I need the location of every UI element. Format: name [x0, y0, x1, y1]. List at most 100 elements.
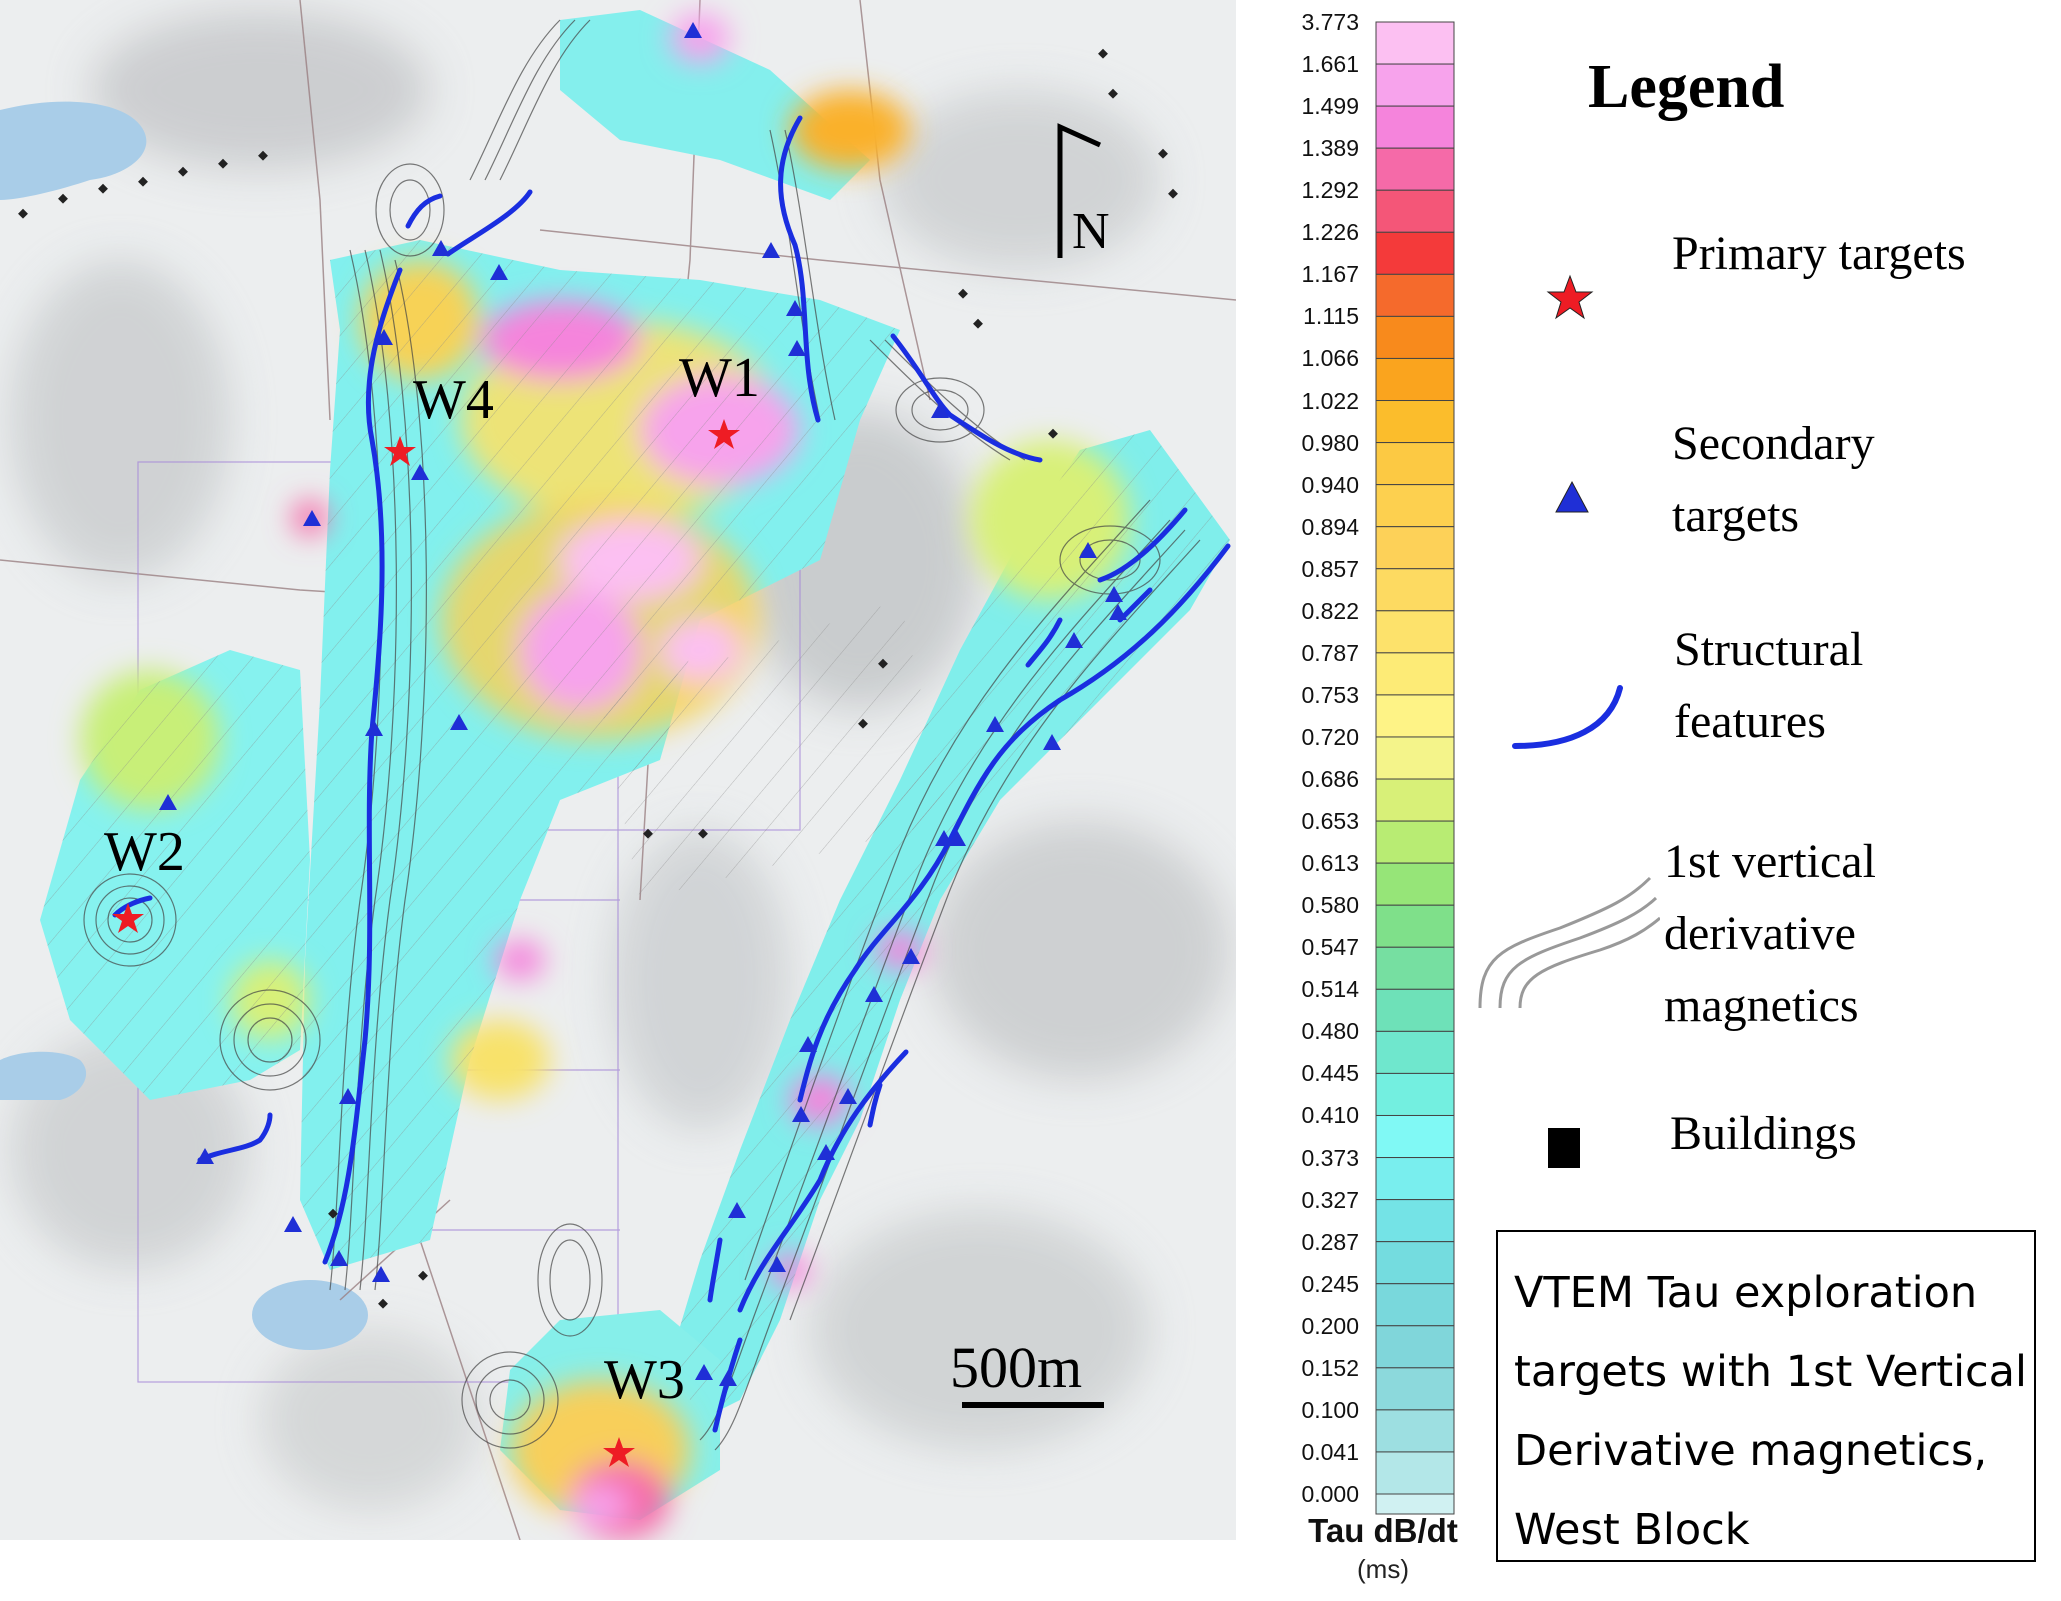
colorbar-tick-label: 0.613 — [1301, 850, 1359, 877]
colorbar-tick-label: 0.410 — [1301, 1102, 1359, 1129]
secondary-target[interactable] — [411, 464, 429, 480]
flight-lines — [670, 430, 1230, 1420]
secondary-target[interactable] — [948, 830, 966, 846]
secondary-target[interactable] — [490, 264, 508, 280]
tau-colorbar — [1234, 0, 1474, 1601]
scale-label: 500m — [950, 1335, 1082, 1400]
secondary-targets — [159, 22, 1127, 1386]
primary-targets — [112, 419, 740, 1467]
colorbar-tick-label: 0.720 — [1301, 723, 1359, 750]
secondary-target[interactable] — [1065, 632, 1083, 648]
lake — [0, 101, 147, 200]
structural-line — [197, 1112, 273, 1163]
secondary-target[interactable] — [450, 714, 468, 730]
secondary-target[interactable] — [1043, 734, 1061, 750]
colorbar-unit: (ms) — [1357, 1554, 1409, 1584]
secondary-target[interactable] — [375, 329, 393, 345]
colorbar-cell — [1375, 1241, 1455, 1285]
secondary-target[interactable] — [792, 1106, 810, 1122]
legend-building-icon — [1548, 1128, 1580, 1168]
lake — [0, 1051, 87, 1100]
map-canvas[interactable]: W4 W1 W2 W3 N 500m — [0, 0, 1236, 1540]
secondary-target[interactable] — [1109, 604, 1127, 620]
secondary-target[interactable] — [986, 716, 1004, 732]
secondary-target[interactable] — [432, 240, 450, 256]
legend-buildings-label: Buildings — [1670, 1107, 1857, 1160]
secondary-target[interactable] — [159, 794, 177, 810]
primary-target-w2[interactable] — [112, 903, 144, 933]
north-arrow: N — [1057, 123, 1110, 260]
structural-line — [405, 193, 443, 229]
colorbar-cell — [1375, 147, 1455, 191]
primary-target-w3[interactable] — [603, 1437, 635, 1467]
secondary-target[interactable] — [372, 1266, 390, 1282]
secondary-target[interactable] — [935, 830, 953, 846]
colorbar-tick-label: 0.041 — [1301, 1438, 1359, 1465]
secondary-target[interactable] — [839, 1088, 857, 1104]
secondary-target[interactable] — [365, 720, 383, 736]
colorbar-tick-label: 0.245 — [1301, 1270, 1359, 1297]
legend-structural-label: Structural features — [1674, 623, 1864, 748]
secondary-target[interactable] — [817, 1144, 835, 1160]
legend-title: Legend — [1588, 53, 1785, 121]
colorbar-cell — [1375, 904, 1455, 948]
colorbar-cell — [1375, 1451, 1455, 1495]
colorbar-tick-label: 1.167 — [1301, 261, 1359, 288]
colorbar-tick-label: 0.822 — [1301, 597, 1359, 624]
secondary-target[interactable] — [284, 1216, 302, 1232]
legend-primary-label: Primary targets — [1672, 227, 1966, 280]
colorbar-tick-label: 0.580 — [1301, 892, 1359, 919]
colorbar-tick-label: 0.980 — [1301, 429, 1359, 456]
colorbar-cell — [1375, 1114, 1455, 1159]
structural-line — [1025, 617, 1063, 668]
secondary-target[interactable] — [339, 1088, 357, 1104]
map-panel[interactable]: W4 W1 W2 W3 N 500m — [0, 0, 1236, 1540]
colorbar-cell — [1375, 189, 1455, 233]
colorbar-tick-label: 0.480 — [1301, 1018, 1359, 1045]
secondary-target[interactable] — [1105, 586, 1123, 602]
colorbar-tick-label: 0.653 — [1301, 808, 1359, 835]
colorbar-tick-label: 0.514 — [1301, 976, 1359, 1003]
secondary-target[interactable] — [330, 1250, 348, 1266]
legend-vd-label: 1st vertical derivative magnetics — [1664, 835, 1876, 1032]
colorbar-tick-label: 1.066 — [1301, 345, 1359, 372]
colorbar-cell — [1375, 1283, 1455, 1327]
colorbar-tick-label: 0.327 — [1301, 1186, 1359, 1213]
colorbar-tick-label: 0.000 — [1301, 1481, 1359, 1507]
colorbar-tick-label: 0.287 — [1301, 1228, 1359, 1255]
structural-line — [867, 1082, 883, 1128]
lake — [252, 1280, 368, 1350]
colorbar-cell — [1375, 1409, 1455, 1453]
secondary-target[interactable] — [762, 242, 780, 258]
colorbar-cell — [1375, 484, 1455, 528]
secondary-target[interactable] — [768, 1256, 786, 1272]
legend-secondary-label: Secondary targets — [1672, 417, 1875, 542]
secondary-target[interactable] — [902, 948, 920, 964]
primary-target-w4[interactable] — [384, 436, 416, 466]
colorbar-cell — [1375, 610, 1455, 654]
secondary-target[interactable] — [799, 1036, 817, 1052]
structural-line — [1097, 507, 1188, 583]
secondary-target[interactable] — [788, 340, 806, 356]
structural-line — [707, 1237, 723, 1303]
secondary-target[interactable] — [865, 986, 883, 1002]
primary-target-w1[interactable] — [708, 419, 740, 449]
secondary-target[interactable] — [719, 1370, 737, 1386]
secondary-target[interactable] — [684, 22, 702, 38]
secondary-target[interactable] — [728, 1202, 746, 1218]
secondary-target[interactable] — [1079, 542, 1097, 558]
secondary-target[interactable] — [695, 1364, 713, 1380]
colorbar-tick-label: 1.389 — [1301, 135, 1359, 162]
colorbar-tick-label: 1.022 — [1301, 387, 1359, 414]
caption-box: VTEM Tau exploration targets with 1st Ve… — [1496, 1230, 2036, 1562]
colorbar-tick-label: 3.773 — [1301, 9, 1359, 35]
secondary-target[interactable] — [303, 510, 321, 526]
target-label-w3: W3 — [604, 1349, 685, 1411]
colorbar-cell — [1375, 273, 1455, 317]
colorbar-cell — [1375, 736, 1455, 780]
colorbar-cell — [1375, 526, 1455, 570]
structural-line — [890, 333, 1043, 463]
secondary-target[interactable] — [196, 1148, 214, 1164]
secondary-target[interactable] — [786, 300, 804, 316]
secondary-target[interactable] — [931, 402, 949, 418]
